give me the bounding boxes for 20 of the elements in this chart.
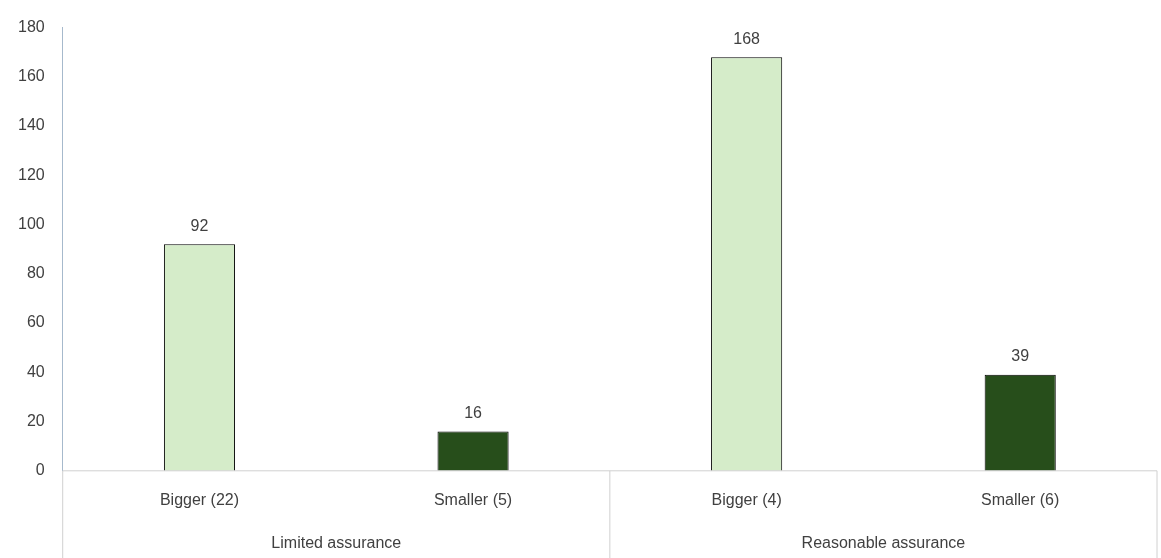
y-tick-label: 60 bbox=[26, 313, 45, 331]
data-label: 92 bbox=[190, 216, 209, 234]
x-tick-label: Bigger (22) bbox=[159, 490, 240, 508]
x-tick-label: Smaller (5) bbox=[433, 490, 513, 508]
data-label: 168 bbox=[733, 29, 761, 47]
y-tick-label: 0 bbox=[35, 461, 45, 479]
data-label: 16 bbox=[464, 403, 483, 421]
y-tick-label: 120 bbox=[17, 165, 45, 183]
text: Reasonable assurance bbox=[801, 534, 966, 552]
y-tick-label: 100 bbox=[17, 214, 45, 232]
y-tick-label: 140 bbox=[17, 116, 45, 134]
y-tick-label: 40 bbox=[26, 362, 45, 380]
text: Limited assurance bbox=[271, 534, 402, 552]
y-tick-label: 160 bbox=[17, 67, 45, 85]
y-tick-label: 80 bbox=[26, 264, 45, 282]
x-tick-label: Smaller (6) bbox=[981, 490, 1060, 508]
data-label: 39 bbox=[1011, 347, 1030, 365]
y-tick-label: 180 bbox=[17, 18, 45, 36]
x-tick-label: Bigger (4) bbox=[711, 490, 782, 508]
y-tick-label: 20 bbox=[26, 411, 45, 429]
